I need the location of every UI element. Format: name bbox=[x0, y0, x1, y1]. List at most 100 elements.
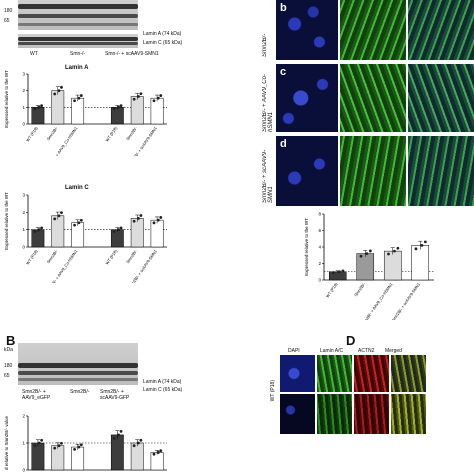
row-letter-c: c bbox=[280, 66, 287, 78]
bar bbox=[150, 219, 164, 248]
data-point bbox=[33, 230, 37, 233]
y-tick-label: 1 bbox=[22, 227, 25, 232]
micro-d1-lamin bbox=[317, 355, 352, 392]
data-point bbox=[117, 228, 120, 232]
y-tick-label: 0 bbox=[318, 278, 321, 283]
y-tick-label: 8 bbox=[318, 212, 321, 217]
micro-c-green bbox=[340, 64, 406, 132]
data-point bbox=[159, 449, 163, 453]
y-axis-label: Expressed relative to the WT bbox=[304, 218, 309, 276]
col-label-lamin: Lamin A/C bbox=[320, 348, 344, 354]
data-point bbox=[132, 444, 136, 448]
blot-band-c2 bbox=[18, 42, 138, 45]
data-point bbox=[117, 105, 120, 109]
micro-d2-merged bbox=[391, 394, 426, 434]
row-letter-d: d bbox=[280, 138, 287, 150]
col-label-dapi: DAPI bbox=[288, 348, 300, 354]
x-tick-label: Smn2B/- + AAV9_Co-hSMN1 bbox=[45, 248, 79, 283]
row-letter-b: b bbox=[280, 2, 287, 14]
data-point bbox=[119, 226, 123, 230]
lane-label-smn: Smn-/- bbox=[70, 51, 85, 57]
data-point bbox=[73, 223, 76, 227]
y-tick-label: 6 bbox=[318, 228, 321, 233]
data-point bbox=[341, 269, 345, 273]
row-label-smn: Smn2B/- bbox=[262, 33, 268, 57]
data-point bbox=[156, 218, 160, 222]
x-tick-label: Smn2B/- + scAAV9-SMN1 bbox=[390, 281, 421, 320]
bar bbox=[31, 442, 45, 471]
micro-b-merged bbox=[408, 0, 474, 60]
lane-label-scaav9: Smn-/- + scAAV9-SMN1 bbox=[105, 51, 159, 57]
data-point bbox=[365, 252, 369, 255]
blot-label-lamin-c: Lamin C (65 kDa) bbox=[143, 40, 183, 46]
bar-chart-b: 0 1 2 d relative to Smn2B/- value bbox=[4, 414, 167, 473]
y-axis-label: d relative to Smn2B/- value bbox=[4, 415, 9, 470]
data-point bbox=[53, 217, 57, 221]
data-point bbox=[77, 221, 81, 225]
data-point bbox=[73, 447, 76, 451]
col-label-merged: Merged bbox=[385, 348, 402, 354]
micro-d2-actn2 bbox=[354, 394, 389, 434]
y-tick-label: 0 bbox=[22, 245, 25, 250]
data-point bbox=[159, 216, 163, 219]
micro-d1-merged bbox=[391, 355, 426, 392]
row-label-scaav9: Smn2B/- + scAAV9-SMN1 bbox=[262, 149, 274, 203]
micro-d2-dapi bbox=[280, 394, 315, 434]
data-point bbox=[37, 228, 41, 232]
lane-b-label-2: Smn2B/- bbox=[70, 389, 90, 395]
blot-b-label-lamin-c: Lamin C (65 kDa) bbox=[143, 387, 183, 393]
bar bbox=[356, 253, 375, 281]
data-point bbox=[79, 218, 83, 222]
data-point bbox=[53, 446, 57, 450]
data-point bbox=[119, 104, 123, 108]
data-point bbox=[139, 214, 143, 217]
bar bbox=[110, 229, 124, 248]
data-point bbox=[79, 94, 83, 97]
y-axis-label: Expressed relative to the WT bbox=[4, 192, 9, 250]
blot-b-band-3 bbox=[18, 378, 138, 381]
micro-d-dapi bbox=[276, 136, 338, 206]
data-point bbox=[156, 96, 160, 100]
bar bbox=[130, 218, 144, 248]
bar bbox=[31, 229, 45, 248]
data-point bbox=[152, 452, 156, 456]
data-point bbox=[420, 243, 424, 247]
chart-title-lamin-a: Lamin A bbox=[65, 65, 89, 71]
micro-b-green bbox=[340, 0, 406, 60]
x-tick-label: Smn2B/- bbox=[125, 248, 138, 264]
micro-d-merged bbox=[408, 136, 474, 206]
bar bbox=[71, 222, 85, 248]
lane-label-wt: WT bbox=[30, 51, 38, 57]
bar bbox=[130, 442, 144, 471]
western-blot-a2 bbox=[18, 34, 138, 48]
micro-d-green bbox=[340, 136, 406, 206]
x-tick-label: Smn2B/- + AAV9_Co-hSMN1 bbox=[360, 281, 394, 320]
x-tick-label: WT (P18) bbox=[325, 281, 339, 298]
blot-label-lamin-a: Lamin A (74 kDa) bbox=[143, 31, 182, 37]
bar-chart-lamin-c: 0 1 2 3 Expressed relative to the WT WT (P18)… bbox=[4, 192, 167, 283]
lane-b-label-1: Smn2B/- + AAV9_eGFP bbox=[22, 389, 51, 401]
micro-d1-dapi bbox=[280, 355, 315, 392]
data-point bbox=[393, 249, 396, 253]
x-tick-label: Smn2B/- bbox=[353, 281, 366, 297]
data-point bbox=[137, 217, 140, 220]
blot-band-lamin-a bbox=[18, 4, 138, 9]
data-point bbox=[57, 214, 61, 218]
panel-letter-b: B bbox=[6, 333, 16, 348]
blot-band-lamin-c bbox=[18, 14, 138, 18]
kda-label-180: 180 bbox=[4, 8, 13, 14]
data-point bbox=[117, 433, 120, 437]
x-tick-label: Smn2B/- bbox=[46, 248, 59, 264]
micro-d2-lamin bbox=[317, 394, 352, 434]
data-point bbox=[112, 230, 116, 233]
x-tick-label: WT (P18) bbox=[25, 248, 39, 265]
x-tick-label: Smn2B/- bbox=[46, 125, 59, 141]
data-point bbox=[137, 95, 140, 98]
y-tick-label: 1 bbox=[22, 441, 25, 446]
data-point bbox=[152, 221, 156, 225]
bar bbox=[150, 97, 164, 125]
y-tick-label: 4 bbox=[318, 245, 321, 250]
data-point bbox=[57, 89, 61, 93]
data-point bbox=[423, 240, 427, 244]
data-point bbox=[332, 271, 335, 274]
